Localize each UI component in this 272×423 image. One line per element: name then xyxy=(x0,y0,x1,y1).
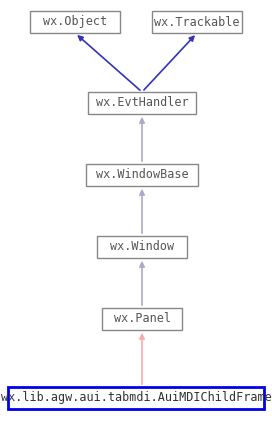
FancyBboxPatch shape xyxy=(86,164,198,186)
Text: wx.WindowBase: wx.WindowBase xyxy=(96,168,188,181)
FancyBboxPatch shape xyxy=(8,387,264,409)
FancyBboxPatch shape xyxy=(97,236,187,258)
FancyBboxPatch shape xyxy=(88,92,196,114)
FancyBboxPatch shape xyxy=(102,308,182,330)
Text: wx.Object: wx.Object xyxy=(43,16,107,28)
Text: wx.lib.agw.aui.tabmdi.AuiMDIChildFrame: wx.lib.agw.aui.tabmdi.AuiMDIChildFrame xyxy=(1,392,271,404)
Text: wx.Trackable: wx.Trackable xyxy=(154,16,240,28)
FancyBboxPatch shape xyxy=(30,11,120,33)
Text: wx.Panel: wx.Panel xyxy=(113,313,171,326)
Text: wx.Window: wx.Window xyxy=(110,241,174,253)
Text: wx.EvtHandler: wx.EvtHandler xyxy=(96,96,188,110)
FancyBboxPatch shape xyxy=(152,11,242,33)
